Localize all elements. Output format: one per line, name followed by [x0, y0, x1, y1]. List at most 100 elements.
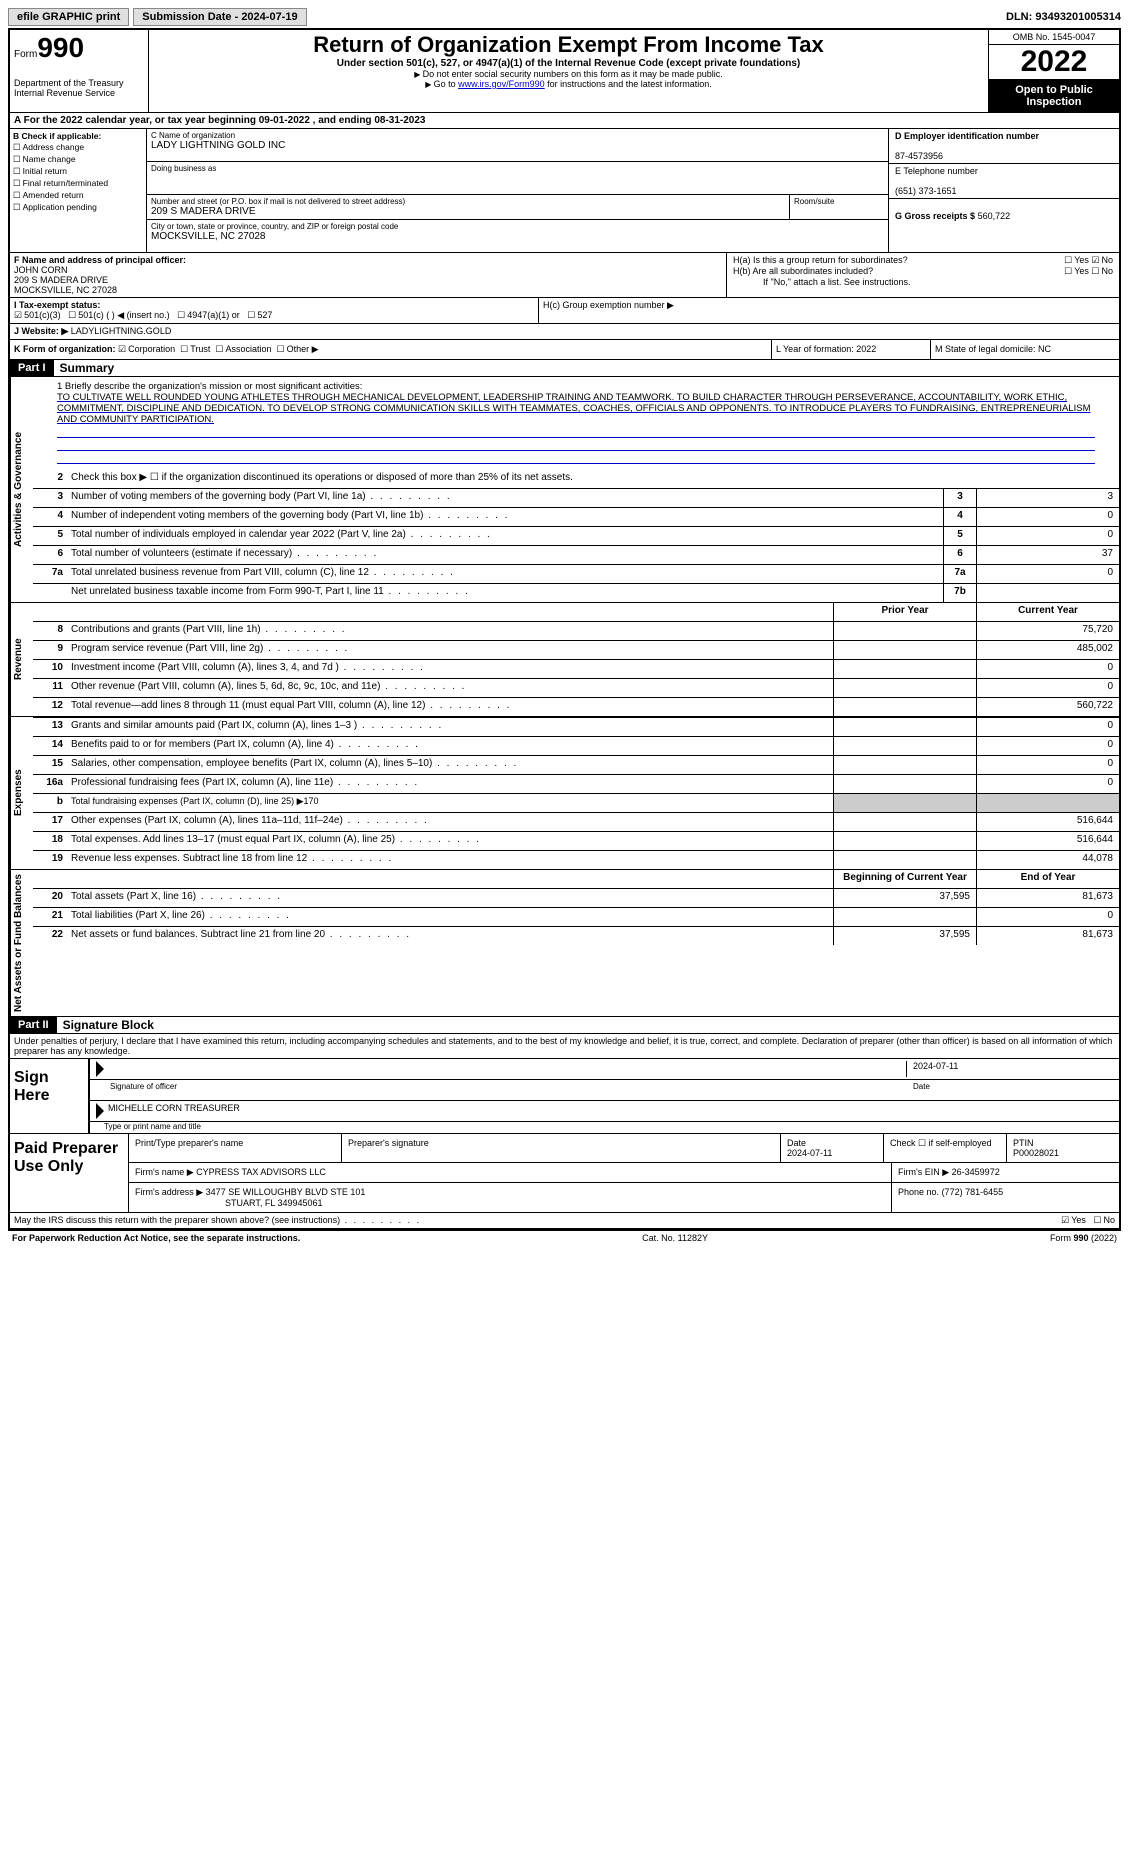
prep-selfemp[interactable]: Check ☐ if self-employed — [884, 1134, 1007, 1162]
line-16a: 16aProfessional fundraising fees (Part I… — [33, 774, 1119, 793]
goto-pre: Go to — [434, 79, 459, 89]
gov-line-4: 4Number of independent voting members of… — [33, 507, 1119, 526]
row-a-tax-year: A For the 2022 calendar year, or tax yea… — [10, 113, 1119, 129]
vtab-governance: Activities & Governance — [10, 377, 33, 602]
chk-4947[interactable]: 4947(a)(1) or — [177, 310, 240, 320]
line-11: 11Other revenue (Part VIII, column (A), … — [33, 678, 1119, 697]
chk-initial-return[interactable]: Initial return — [13, 166, 143, 177]
ein-label: D Employer identification number — [895, 131, 1039, 141]
line-15: 15Salaries, other compensation, employee… — [33, 755, 1119, 774]
irs-label: Internal Revenue Service — [14, 88, 144, 98]
section-governance: Activities & Governance 1 Briefly descri… — [10, 377, 1119, 603]
firm-name: CYPRESS TAX ADVISORS LLC — [196, 1167, 326, 1177]
dept-label: Department of the Treasury — [14, 78, 144, 88]
prior-year-head: Prior Year — [833, 603, 976, 621]
principal-label: F Name and address of principal officer: — [14, 255, 186, 265]
state-domicile: M State of legal domicile: NC — [931, 340, 1119, 359]
header-right: OMB No. 1545-0047 2022 Open to Public In… — [988, 30, 1119, 112]
dba-cell: Doing business as — [147, 162, 888, 195]
top-bar: efile GRAPHIC print Submission Date - 20… — [8, 8, 1121, 26]
sign-here-label: Sign Here — [10, 1059, 88, 1133]
line-10: 10Investment income (Part VIII, column (… — [33, 659, 1119, 678]
prep-date: 2024-07-11 — [787, 1148, 832, 1158]
line-17: 17Other expenses (Part IX, column (A), l… — [33, 812, 1119, 831]
firm-ein-label: Firm's EIN ▶ — [898, 1167, 949, 1177]
website-label: J Website: ▶ — [14, 326, 68, 336]
year-formation: L Year of formation: 2022 — [772, 340, 931, 359]
chk-501c[interactable]: 501(c) ( ) ◀ (insert no.) — [68, 310, 170, 320]
gross-cell: G Gross receipts $ 560,722 — [889, 199, 1119, 231]
part1-badge: Part I — [10, 360, 54, 376]
current-year-head: Current Year — [976, 603, 1119, 621]
penalty-text: Under penalties of perjury, I declare th… — [10, 1034, 1119, 1059]
hb-yes[interactable]: Yes — [1064, 266, 1089, 276]
org-name-label: C Name of organization — [151, 131, 884, 140]
line-14: 14Benefits paid to or for members (Part … — [33, 736, 1119, 755]
page-footer: For Paperwork Reduction Act Notice, see … — [8, 1231, 1121, 1245]
chk-527[interactable]: 527 — [247, 310, 272, 320]
dln-label: DLN: 93493201005314 — [1006, 11, 1121, 23]
principal-name: JOHN CORN — [14, 265, 68, 275]
addr-label: Number and street (or P.O. box if mail i… — [151, 197, 785, 206]
principal-addr1: 209 S MADERA DRIVE — [14, 275, 108, 285]
chk-name-change[interactable]: Name change — [13, 154, 143, 165]
chk-trust[interactable]: Trust — [180, 344, 210, 354]
gov-line-7b: Net unrelated business taxable income fr… — [33, 583, 1119, 602]
ptin-head: PTIN — [1013, 1138, 1034, 1148]
section-bcd: B Check if applicable: Address change Na… — [10, 129, 1119, 253]
address-row: Number and street (or P.O. box if mail i… — [147, 195, 888, 220]
firm-name-label: Firm's name ▶ — [135, 1167, 194, 1177]
chk-other[interactable]: Other ▶ — [277, 344, 319, 354]
paid-preparer-block: Paid Preparer Use Only Print/Type prepar… — [10, 1133, 1119, 1213]
principal-officer: F Name and address of principal officer:… — [10, 253, 727, 297]
paperwork-notice: For Paperwork Reduction Act Notice, see … — [12, 1233, 300, 1243]
submission-date-button[interactable]: Submission Date - 2024-07-19 — [133, 8, 306, 26]
prep-date-head: Date — [787, 1138, 806, 1148]
discuss-yes[interactable]: Yes — [1061, 1215, 1086, 1225]
group-return: H(a) Is this a group return for subordin… — [727, 253, 1119, 297]
irs-link[interactable]: www.irs.gov/Form990 — [458, 79, 545, 89]
vtab-expenses: Expenses — [10, 717, 33, 869]
signature-block: Under penalties of perjury, I declare th… — [10, 1034, 1119, 1133]
dba-label: Doing business as — [151, 164, 884, 173]
part1-header: Part I Summary — [10, 360, 1119, 377]
form-prefix: Form — [14, 49, 37, 60]
tel-label: E Telephone number — [895, 166, 978, 176]
line-18: 18Total expenses. Add lines 13–17 (must … — [33, 831, 1119, 850]
hb-note: If "No," attach a list. See instructions… — [733, 277, 1113, 287]
hb-no[interactable]: No — [1091, 266, 1113, 276]
form-subtitle: Under section 501(c), 527, or 4947(a)(1)… — [155, 58, 982, 69]
form-header: Form990 Department of the Treasury Inter… — [10, 30, 1119, 113]
form-ref: Form 990 (2022) — [1050, 1233, 1117, 1243]
chk-amended-return[interactable]: Amended return — [13, 190, 143, 201]
chk-final-return[interactable]: Final return/terminated — [13, 178, 143, 189]
city-label: City or town, state or province, country… — [151, 222, 884, 231]
chk-501c3[interactable]: 501(c)(3) — [14, 310, 61, 320]
ha-yes[interactable]: Yes — [1064, 255, 1089, 265]
line-20: 20Total assets (Part X, line 16)37,59581… — [33, 888, 1119, 907]
begin-year-head: Beginning of Current Year — [833, 870, 976, 888]
efile-print-button[interactable]: efile GRAPHIC print — [8, 8, 129, 26]
website-value: LADYLIGHTNING.GOLD — [71, 326, 172, 336]
line-12: 12Total revenue—add lines 8 through 11 (… — [33, 697, 1119, 716]
row-j: J Website: ▶ LADYLIGHTNING.GOLD — [10, 324, 1119, 340]
sig-officer-label: Signature of officer — [96, 1082, 913, 1098]
col-c: C Name of organization LADY LIGHTNING GO… — [147, 129, 889, 252]
firm-addr-label: Firm's address ▶ — [135, 1187, 203, 1197]
discuss-no[interactable]: No — [1093, 1215, 1115, 1225]
chk-association[interactable]: Association — [215, 344, 271, 354]
chk-corporation[interactable]: Corporation — [118, 344, 175, 354]
line-b: bTotal fundraising expenses (Part IX, co… — [33, 793, 1119, 812]
chk-address-change[interactable]: Address change — [13, 142, 143, 153]
header-center: Return of Organization Exempt From Incom… — [149, 30, 988, 112]
chk-application-pending[interactable]: Application pending — [13, 202, 143, 213]
open-public-badge: Open to Public Inspection — [989, 80, 1119, 112]
ha-no[interactable]: No — [1091, 255, 1113, 265]
na-header: Beginning of Current Year End of Year — [33, 870, 1119, 888]
paid-preparer-label: Paid Preparer Use Only — [10, 1134, 128, 1212]
firm-addr1: 3477 SE WILLOUGHBY BLVD STE 101 — [206, 1187, 366, 1197]
form-title: Return of Organization Exempt From Incom… — [155, 32, 982, 58]
tel-value: (651) 373-1651 — [895, 186, 957, 196]
room-label: Room/suite — [794, 197, 884, 206]
line-19: 19Revenue less expenses. Subtract line 1… — [33, 850, 1119, 869]
